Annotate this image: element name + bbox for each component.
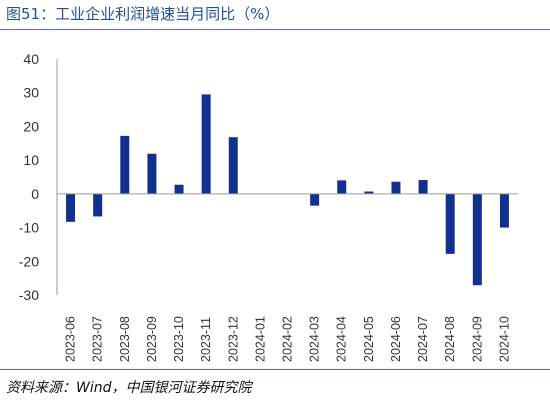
bar-2024-04 <box>337 180 347 194</box>
bar-2023-07 <box>93 193 103 217</box>
bar-2024-09 <box>472 193 482 286</box>
x-tick-label: 2023-12 <box>226 316 240 362</box>
x-tick-label: 2024-05 <box>362 316 376 362</box>
bars <box>66 94 509 286</box>
bar-2023-09 <box>147 153 157 194</box>
bar-2024-03 <box>310 193 320 206</box>
bar-2023-08 <box>120 135 130 194</box>
bar-2024-05 <box>364 191 374 194</box>
x-tick-label: 2024-09 <box>470 316 484 362</box>
x-tick-label: 2024-10 <box>497 316 511 362</box>
y-tick-label: 40 <box>23 51 39 67</box>
source-note: 资料来源：Wind，中国银河证券研究院 <box>6 380 252 396</box>
x-tick-label: 2024-03 <box>308 316 322 362</box>
y-tick-label: -20 <box>19 253 39 269</box>
x-tick-label: 2024-06 <box>389 316 403 362</box>
bar-2024-06 <box>391 181 401 194</box>
title-divider <box>0 29 550 30</box>
x-tick-label: 2024-01 <box>253 316 267 362</box>
bar-2023-11 <box>201 94 211 194</box>
y-tick-label: -30 <box>19 287 39 303</box>
bar-2023-10 <box>174 184 184 194</box>
x-axis: 2023-06 2023-07 2023-08 2023-09 2023-10 2023-… <box>57 193 518 362</box>
y-tick-label: 10 <box>23 152 39 168</box>
y-tick-label: 0 <box>31 186 39 202</box>
x-tick-label: 2023-09 <box>145 316 159 362</box>
bar-2023-12 <box>228 137 238 194</box>
bar-2024-08 <box>445 193 455 254</box>
y-tick-label: 20 <box>23 118 39 134</box>
x-tick-label: 2023-07 <box>91 316 105 362</box>
x-tick-label: 2023-11 <box>199 317 213 362</box>
bar-2023-06 <box>66 193 76 222</box>
chart-title: 图51：工业企业利润增速当月同比（%） <box>6 5 280 23</box>
y-axis: -30 -20 -10 0 10 20 30 40 <box>19 51 58 303</box>
source-divider <box>0 369 550 370</box>
bar-chart: -30 -20 -10 0 10 20 30 40 2023-06 2023-07 2023-08… <box>19 51 518 362</box>
bar-2024-10 <box>499 193 509 228</box>
x-tick-label: 2023-10 <box>172 316 186 362</box>
x-tick-label: 2024-07 <box>416 316 430 362</box>
x-tick-label: 2023-06 <box>64 316 78 362</box>
y-tick-label: -10 <box>19 220 39 236</box>
x-tick-label: 2024-08 <box>443 316 457 362</box>
y-tick-label: 30 <box>23 85 39 101</box>
bar-2024-07 <box>418 180 428 194</box>
x-tick-label: 2024-04 <box>335 316 349 362</box>
x-tick-label: 2023-08 <box>118 316 132 362</box>
x-tick-label: 2024-02 <box>281 316 295 362</box>
